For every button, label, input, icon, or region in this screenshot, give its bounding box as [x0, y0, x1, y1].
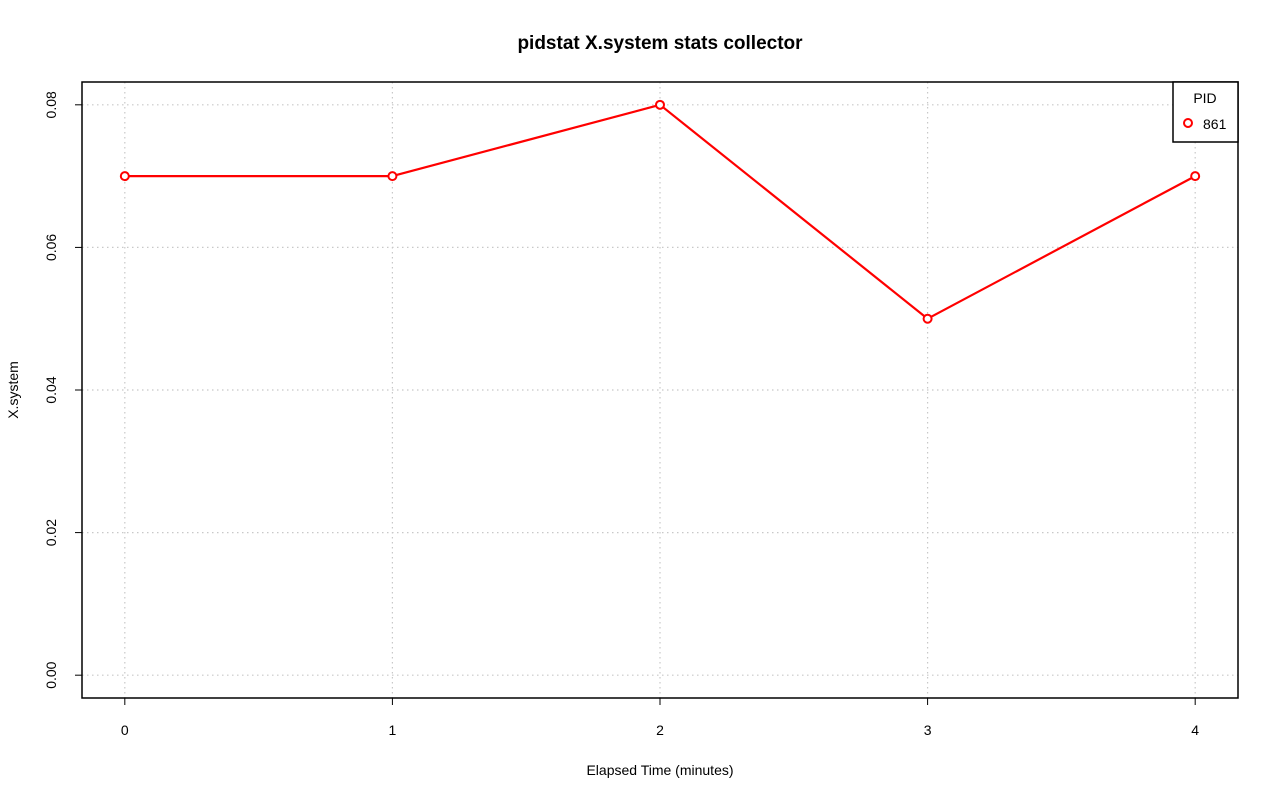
x-tick-label: 3: [924, 722, 932, 738]
legend-title: PID: [1193, 90, 1216, 106]
y-axis-label: X.system: [5, 361, 21, 419]
x-tick-label: 0: [121, 722, 129, 738]
plot-area: [81, 81, 1239, 699]
chart-title: pidstat X.system stats collector: [517, 33, 803, 54]
x-tick-label: 4: [1191, 722, 1199, 738]
data-point: [922, 313, 933, 324]
x-axis-label: Elapsed Time (minutes): [586, 762, 733, 778]
data-point: [387, 171, 398, 182]
data-point: [119, 171, 130, 182]
series-line: [124, 103, 1196, 320]
series-layer: [119, 99, 1201, 324]
grid: [82, 82, 1238, 698]
y-tick-label: 0.06: [43, 234, 59, 261]
legend-label: 861: [1203, 116, 1227, 132]
data-point: [1190, 171, 1201, 182]
x-tick-label: 2: [656, 722, 664, 738]
y-axis: 0.00 0.02 0.04 0.06 0.08: [43, 91, 82, 689]
y-tick-label: 0.08: [43, 91, 59, 118]
y-tick-label: 0.00: [43, 661, 59, 688]
legend-box: [1172, 81, 1239, 143]
data-point: [655, 99, 665, 110]
legend-marker: [1183, 118, 1193, 128]
x-axis: 0 1 2 3 4: [121, 698, 1199, 738]
legend: PID 861: [1172, 81, 1239, 143]
x-tick-label: 1: [389, 722, 397, 738]
y-tick-label: 0.04: [43, 376, 59, 403]
y-tick-label: 0.02: [43, 519, 59, 546]
